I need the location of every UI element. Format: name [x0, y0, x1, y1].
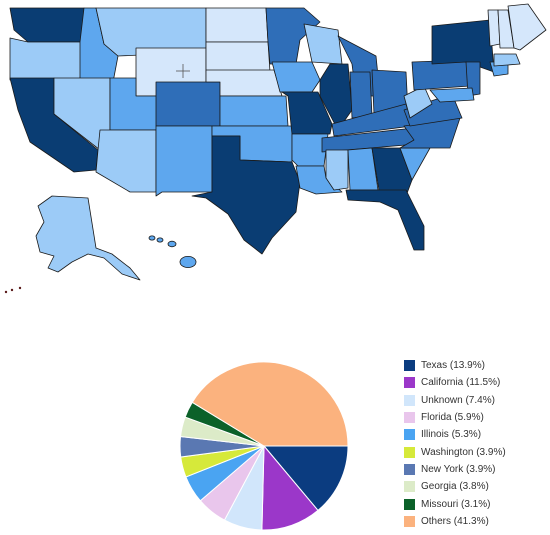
legend-label: Illinois (5.3%) [421, 429, 482, 441]
hawaii-island-2 [167, 240, 177, 248]
aleutian-island-1 [10, 288, 14, 292]
state-pa [411, 59, 471, 91]
legend-swatch [404, 429, 415, 441]
legend-label: Georgia (3.8%) [421, 481, 489, 493]
state-me [507, 3, 547, 51]
legend-swatch [404, 481, 415, 493]
aleutian-island-2 [18, 286, 22, 290]
legend-item: Florida (5.9%) [404, 409, 550, 426]
legend-label: Texas (13.9%) [421, 360, 485, 372]
legend-swatch [404, 412, 415, 424]
legend-label: Missouri (3.1%) [421, 498, 491, 510]
pie-slice-9 [191, 361, 349, 447]
chart-legend: Texas (13.9%) California (11.5%) Unknown… [404, 357, 550, 530]
state-in [349, 71, 373, 119]
legend-swatch [404, 394, 415, 406]
state-tx [191, 135, 301, 255]
state-nd [205, 7, 269, 43]
legend-label: Washington (3.9%) [421, 446, 506, 458]
legend-swatch [404, 498, 415, 510]
legend-swatch [404, 360, 415, 372]
state-md [429, 87, 475, 103]
pie-chart [170, 360, 360, 531]
state-ia [271, 61, 321, 93]
state-co [155, 81, 221, 127]
state-mo [281, 91, 333, 135]
legend-item: Washington (3.9%) [404, 443, 550, 460]
state-va [403, 93, 463, 127]
state-wa [9, 7, 85, 43]
state-ak [35, 195, 141, 281]
hawaii-island-3 [179, 255, 197, 268]
legend-swatch [404, 446, 415, 458]
legend-label: Unknown (7.4%) [421, 394, 495, 406]
legend-item: Unknown (7.4%) [404, 392, 550, 409]
state-mn [265, 7, 321, 65]
legend-swatch [404, 463, 415, 475]
hawaii-island-0 [148, 235, 156, 241]
crosshair-icon [176, 64, 190, 78]
legend-swatch [404, 377, 415, 389]
state-or [9, 37, 85, 81]
legend-label: Florida (5.9%) [421, 412, 484, 424]
legend-item: California (11.5%) [404, 374, 550, 391]
legend-label: New York (3.9%) [421, 463, 496, 475]
legend-item: Illinois (5.3%) [404, 426, 550, 443]
state-nj [465, 61, 481, 97]
alaska-layer [4, 195, 141, 294]
aleutian-island-0 [4, 290, 8, 294]
legend-label: California (11.5%) [421, 377, 501, 389]
state-ga [371, 147, 413, 197]
hawaii-layer [148, 235, 197, 268]
state-az [95, 129, 157, 193]
states-layer [9, 3, 547, 255]
legend-item: New York (3.9%) [404, 461, 550, 478]
state-sd [205, 41, 271, 73]
legend-item: Texas (13.9%) [404, 357, 550, 374]
state-nm [155, 125, 213, 197]
legend-item: Others (41.3%) [404, 513, 550, 530]
us-map-svg [4, 3, 547, 294]
state-la [295, 165, 343, 195]
pie-slice-0 [262, 445, 349, 512]
state-wi [303, 23, 343, 65]
state-ks [219, 95, 289, 127]
us-state-map [4, 3, 547, 294]
legend-label: Others (41.3%) [421, 515, 489, 527]
legend-item: Missouri (3.1%) [404, 495, 550, 512]
legend-swatch [404, 515, 415, 527]
pie-chart-svg [179, 361, 349, 531]
state-ms [325, 149, 349, 191]
state-ma [493, 53, 521, 67]
state-fl [345, 189, 425, 251]
hawaii-island-1 [156, 237, 164, 243]
legend-item: Georgia (3.8%) [404, 478, 550, 495]
